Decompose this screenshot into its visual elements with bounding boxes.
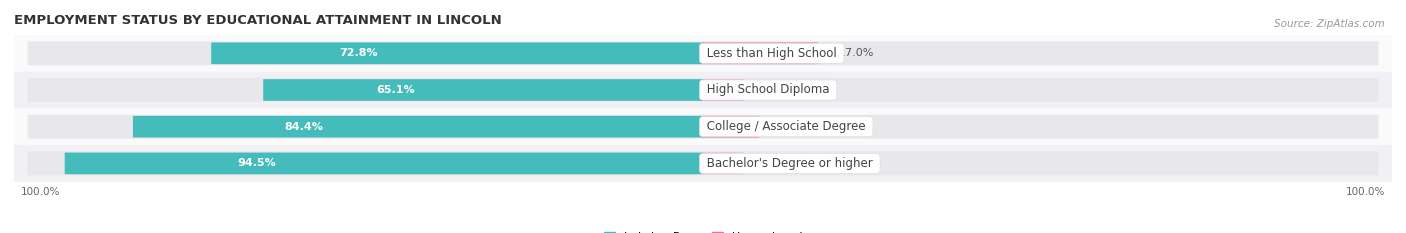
- Text: 65.1%: 65.1%: [375, 85, 415, 95]
- Text: 72.8%: 72.8%: [340, 48, 378, 58]
- FancyBboxPatch shape: [14, 145, 1392, 182]
- FancyBboxPatch shape: [134, 116, 703, 137]
- FancyBboxPatch shape: [28, 78, 703, 102]
- FancyBboxPatch shape: [211, 42, 703, 64]
- FancyBboxPatch shape: [703, 151, 1378, 175]
- Text: 8.3%: 8.3%: [780, 122, 808, 132]
- FancyBboxPatch shape: [703, 78, 1378, 102]
- Text: 0.0%: 0.0%: [765, 85, 793, 95]
- FancyBboxPatch shape: [703, 41, 1378, 65]
- FancyBboxPatch shape: [703, 116, 759, 137]
- Text: Less than High School: Less than High School: [703, 47, 841, 60]
- FancyBboxPatch shape: [28, 151, 703, 175]
- FancyBboxPatch shape: [263, 79, 703, 101]
- FancyBboxPatch shape: [703, 42, 818, 64]
- Text: 100.0%: 100.0%: [21, 187, 60, 197]
- Text: Bachelor's Degree or higher: Bachelor's Degree or higher: [703, 157, 876, 170]
- Text: 0.0%: 0.0%: [765, 158, 793, 168]
- Text: EMPLOYMENT STATUS BY EDUCATIONAL ATTAINMENT IN LINCOLN: EMPLOYMENT STATUS BY EDUCATIONAL ATTAINM…: [14, 14, 502, 27]
- Text: 100.0%: 100.0%: [1346, 187, 1385, 197]
- FancyBboxPatch shape: [65, 153, 703, 174]
- Text: High School Diploma: High School Diploma: [703, 83, 834, 96]
- Legend: In Labor Force, Unemployed: In Labor Force, Unemployed: [603, 232, 803, 233]
- Text: 94.5%: 94.5%: [238, 158, 276, 168]
- Text: 17.0%: 17.0%: [838, 48, 873, 58]
- Text: 84.4%: 84.4%: [284, 122, 323, 132]
- Text: Source: ZipAtlas.com: Source: ZipAtlas.com: [1274, 19, 1385, 29]
- FancyBboxPatch shape: [28, 41, 703, 65]
- FancyBboxPatch shape: [14, 72, 1392, 108]
- FancyBboxPatch shape: [14, 35, 1392, 72]
- FancyBboxPatch shape: [703, 79, 744, 101]
- Text: College / Associate Degree: College / Associate Degree: [703, 120, 869, 133]
- FancyBboxPatch shape: [703, 115, 1378, 139]
- FancyBboxPatch shape: [28, 115, 703, 139]
- FancyBboxPatch shape: [14, 108, 1392, 145]
- FancyBboxPatch shape: [703, 153, 744, 174]
